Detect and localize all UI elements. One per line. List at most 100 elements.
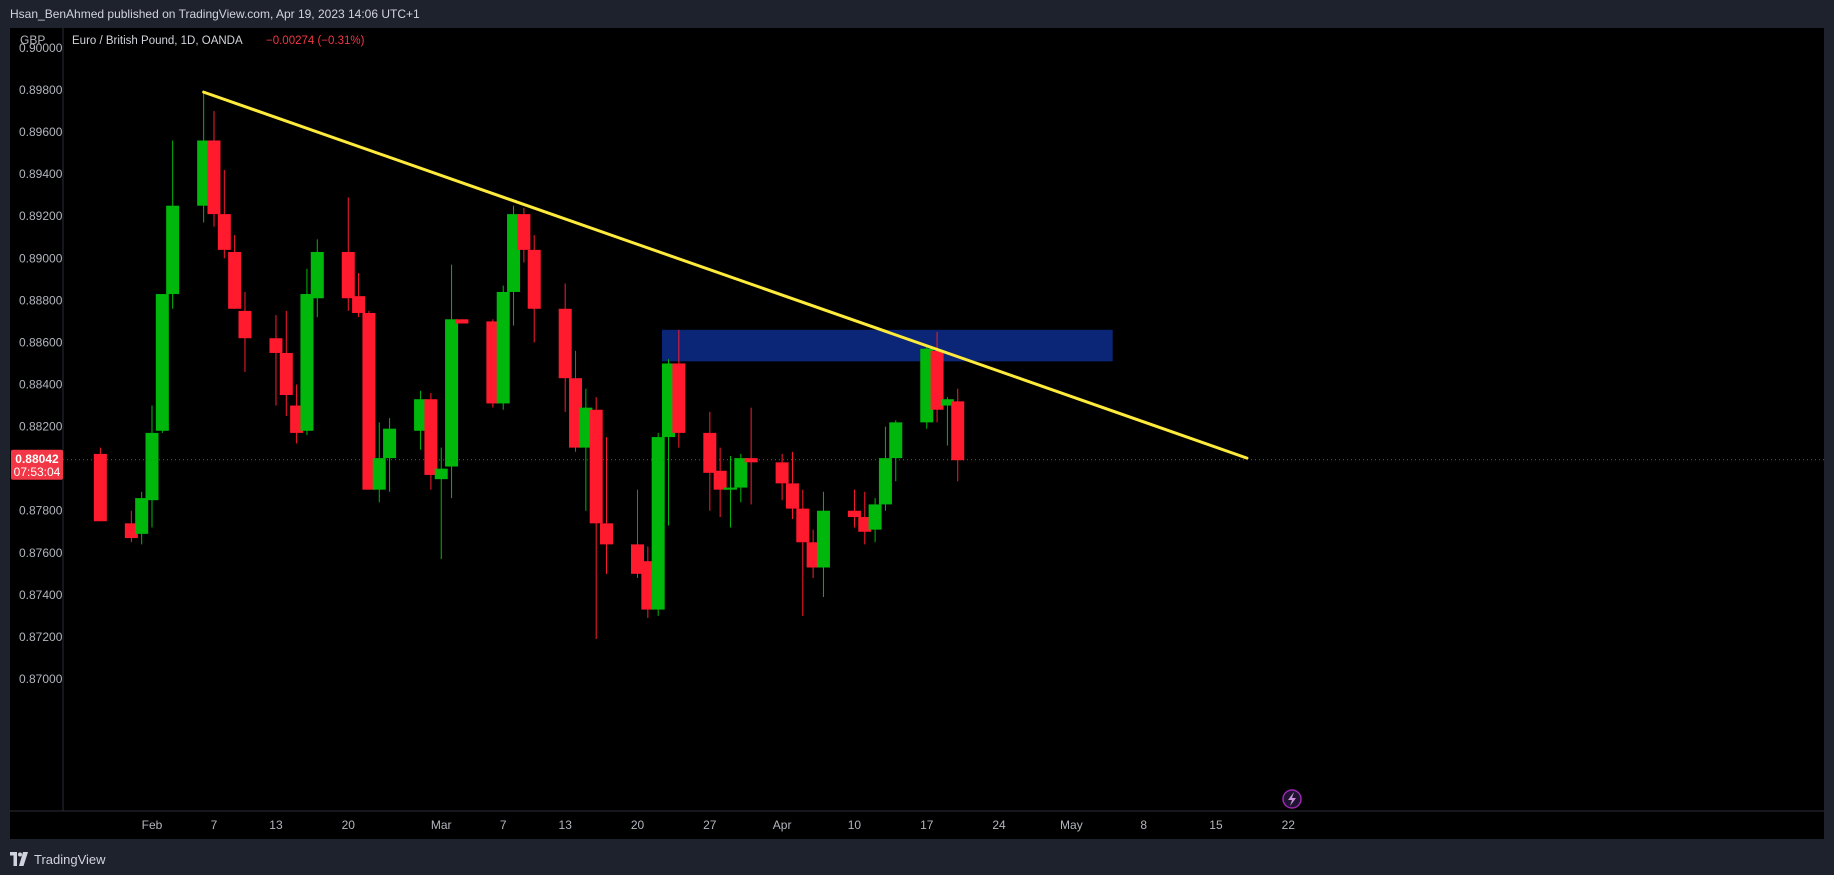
candle-body	[920, 348, 934, 423]
tradingview-brand: TradingView	[34, 851, 106, 867]
time-tick-label: Mar	[431, 818, 452, 832]
current-price-label-bg	[11, 449, 63, 480]
candle-body	[641, 561, 655, 610]
candle	[569, 350, 583, 452]
time-tick-label: 20	[342, 818, 356, 832]
candle	[641, 546, 655, 618]
candle	[806, 529, 820, 579]
candle-body	[569, 378, 583, 448]
time-tick-label: 7	[500, 818, 507, 832]
trendline-layer[interactable]	[202, 90, 1249, 460]
candle	[207, 111, 221, 227]
candle-body	[889, 422, 903, 459]
candle-body	[434, 468, 448, 480]
candle	[858, 491, 872, 545]
candle-body	[806, 542, 820, 568]
candle	[775, 453, 789, 501]
candle-body	[847, 510, 861, 518]
candle	[579, 388, 593, 511]
time-tick-label: 20	[631, 818, 645, 832]
candle-body	[269, 338, 283, 353]
candle	[517, 207, 531, 263]
candle-body	[228, 251, 242, 309]
candle	[310, 239, 324, 318]
candle-body	[155, 294, 169, 431]
resistance-zone-layer	[662, 329, 1113, 362]
candle-body	[940, 399, 954, 406]
candle-body	[310, 251, 324, 299]
candle	[713, 447, 727, 518]
candle	[785, 451, 799, 520]
candle-body	[816, 510, 830, 568]
candle-body	[734, 458, 748, 488]
candle-body	[383, 428, 397, 459]
candle	[434, 447, 448, 560]
candle	[889, 420, 903, 482]
candle	[816, 491, 830, 597]
candle-body	[290, 405, 304, 433]
candle-body	[424, 399, 438, 475]
candle-body	[341, 251, 355, 299]
candle	[269, 315, 283, 406]
price-tick-label: 0.87800	[19, 504, 63, 518]
chart-area[interactable]: GBP 0.90000 0.89800 0.89600 0.89400 0.89200 0…	[10, 28, 1824, 839]
time-axis[interactable]: Feb 7 13 20 Mar 7 13 20 27 Apr 10 17 24 May 8 15 22	[142, 818, 1296, 832]
candle	[951, 388, 965, 482]
lightning-icon[interactable]	[1282, 789, 1302, 809]
time-tick-label: 10	[848, 818, 862, 832]
candle	[507, 205, 521, 326]
candle	[744, 407, 758, 505]
time-tick-label: Apr	[773, 818, 792, 832]
candle	[723, 456, 737, 528]
candle-body	[527, 249, 541, 309]
candle	[279, 310, 293, 417]
price-tick-label: 0.89800	[19, 83, 63, 97]
current-price-label: 0.88042 07:53:04	[11, 449, 63, 480]
candle-body	[558, 308, 572, 379]
candle	[930, 331, 944, 423]
candle-body	[300, 294, 314, 431]
trendline[interactable]	[202, 90, 1249, 460]
price-tick-label: 0.88800	[19, 293, 63, 307]
time-tick-label: 22	[1282, 818, 1296, 832]
candle-body	[486, 321, 500, 404]
candle-body	[279, 352, 293, 396]
candlestick-chart[interactable]: GBP 0.90000 0.89800 0.89600 0.89400 0.89200 0…	[10, 28, 1824, 839]
candle	[703, 411, 717, 511]
tradingview-footer[interactable]: TradingView	[10, 847, 106, 871]
lightning-icon-glyph	[1288, 792, 1296, 806]
price-axis[interactable]: GBP 0.90000 0.89800 0.89600 0.89400 0.89200 0…	[10, 28, 64, 839]
candle-body	[930, 350, 944, 410]
price-tick-label: 0.87000	[19, 672, 63, 686]
candle	[651, 432, 665, 616]
candle-body	[868, 504, 882, 530]
candle	[662, 359, 675, 526]
candle	[940, 397, 954, 446]
time-tick-label: 24	[992, 818, 1006, 832]
candle-body	[145, 432, 159, 501]
chart-legend[interactable]: Euro / British Pound, 1D, OANDA −0.00274…	[72, 35, 365, 47]
candle-countdown: 07:53:04	[14, 465, 61, 479]
candle	[631, 489, 645, 579]
candle-body	[858, 517, 872, 532]
candle-body	[217, 214, 231, 250]
candle-body	[589, 409, 603, 524]
candle	[300, 268, 314, 435]
price-tick-label: 0.89600	[19, 125, 63, 139]
price-tick-label: 0.88200	[19, 420, 63, 434]
time-tick-label: 8	[1140, 818, 1147, 832]
time-tick-label: Feb	[142, 818, 163, 832]
tradingview-logo-icon	[10, 852, 28, 866]
price-tick-label: 0.87600	[19, 546, 63, 560]
candle-body	[651, 437, 665, 610]
price-tick-label: 0.89400	[19, 167, 63, 181]
candle-body	[93, 453, 107, 522]
candle	[920, 344, 934, 429]
price-tick-label: 0.88400	[19, 378, 63, 392]
candle	[455, 319, 469, 324]
candle	[414, 390, 428, 450]
price-tick-label: 0.90000	[19, 41, 63, 55]
candle	[135, 491, 149, 545]
resistance-zone[interactable]	[662, 329, 1113, 362]
candle-body	[496, 291, 510, 404]
